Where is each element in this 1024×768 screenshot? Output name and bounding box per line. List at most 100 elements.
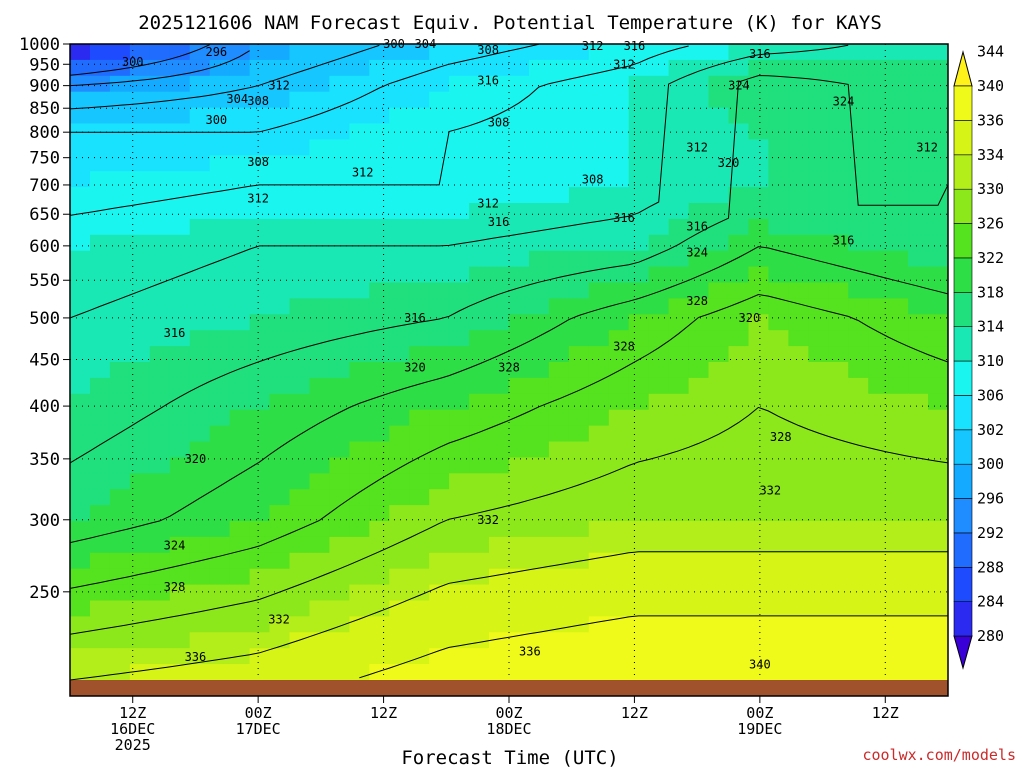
field-cell (748, 664, 770, 681)
field-cell (928, 330, 948, 347)
field-cell (109, 187, 131, 204)
field-cell (668, 457, 690, 474)
field-cell (389, 616, 410, 633)
colorbar-tick-label: 322 (977, 249, 1004, 267)
field-cell (489, 187, 510, 204)
contour-label: 308 (247, 94, 269, 108)
field-cell (688, 298, 710, 315)
field-cell (289, 377, 311, 395)
field-cell (349, 393, 370, 411)
field-cell (489, 552, 510, 570)
field-cell (788, 552, 809, 570)
field-cell (369, 107, 390, 125)
field-cell (908, 75, 929, 93)
field-cell (529, 377, 550, 395)
field-cell (509, 171, 530, 188)
field-cell (828, 139, 849, 156)
field-cell (788, 266, 809, 284)
field-cell (109, 600, 131, 617)
field-cell (169, 155, 191, 172)
field-cell (169, 441, 191, 458)
field-cell (788, 616, 809, 633)
field-cell (628, 298, 650, 315)
field-cell (289, 266, 311, 284)
colorbar-segment (953, 566, 973, 602)
field-cell (928, 91, 948, 109)
field-cell (848, 314, 869, 331)
field-cell (588, 91, 610, 109)
field-cell (409, 664, 430, 681)
field-cell (70, 91, 91, 109)
field-cell (529, 536, 550, 554)
field-cell (848, 425, 869, 443)
field-cell (908, 552, 929, 570)
field-cell (548, 91, 570, 109)
field-cell (828, 457, 849, 474)
field-cell (748, 521, 770, 538)
field-cell (928, 203, 948, 220)
field-cell (548, 616, 570, 633)
field-cell (848, 234, 869, 252)
field-cell (529, 187, 550, 204)
field-cell (70, 632, 91, 649)
field-cell (888, 552, 909, 570)
field-cell (429, 91, 450, 109)
field-cell (548, 600, 570, 617)
field-cell (768, 107, 789, 125)
y-tick-label: 500 (29, 309, 60, 329)
field-cell (529, 457, 550, 474)
field-cell (169, 44, 191, 61)
field-cell (648, 505, 670, 522)
field-cell (828, 346, 849, 363)
field-cell (409, 139, 430, 156)
field-cell (469, 441, 490, 458)
field-cell (90, 441, 111, 458)
field-cell (868, 632, 889, 649)
field-cell (868, 282, 889, 299)
field-cell (469, 457, 490, 474)
field-cell (848, 648, 869, 665)
field-cell (808, 123, 829, 140)
colorbar-tick-label: 336 (977, 111, 1004, 129)
field-cell (808, 521, 829, 538)
field-cell (509, 187, 530, 204)
field-cell (429, 123, 450, 140)
plot-area (70, 44, 948, 696)
field-cell (828, 187, 849, 204)
field-cell (768, 584, 789, 602)
field-cell (489, 59, 510, 77)
field-cell (848, 187, 869, 204)
field-cell (608, 505, 630, 522)
field-cell (648, 346, 670, 363)
field-cell (529, 266, 550, 284)
field-cell (548, 346, 570, 363)
field-cell (529, 362, 550, 379)
field-cell (169, 75, 191, 93)
field-cell (708, 250, 730, 268)
field-cell (469, 616, 490, 633)
field-cell (289, 664, 311, 681)
colorbar-segment (953, 188, 973, 224)
field-cell (668, 521, 690, 538)
field-cell (868, 346, 889, 363)
field-cell (389, 59, 410, 77)
field-cell (389, 489, 410, 506)
field-cell (688, 155, 710, 172)
field-cell (608, 648, 630, 665)
field-cell (229, 218, 251, 236)
field-cell (289, 75, 311, 93)
field-cell (289, 203, 311, 220)
field-cell (409, 568, 430, 586)
contour-label: 308 (582, 172, 604, 186)
field-cell (529, 521, 550, 538)
field-cell (529, 250, 550, 268)
field-cell (928, 521, 948, 538)
field-cell (449, 314, 470, 331)
field-cell (568, 505, 590, 522)
field-cell (209, 632, 231, 649)
field-cell (349, 218, 370, 236)
field-cell (309, 616, 331, 633)
field-cell (269, 425, 291, 443)
